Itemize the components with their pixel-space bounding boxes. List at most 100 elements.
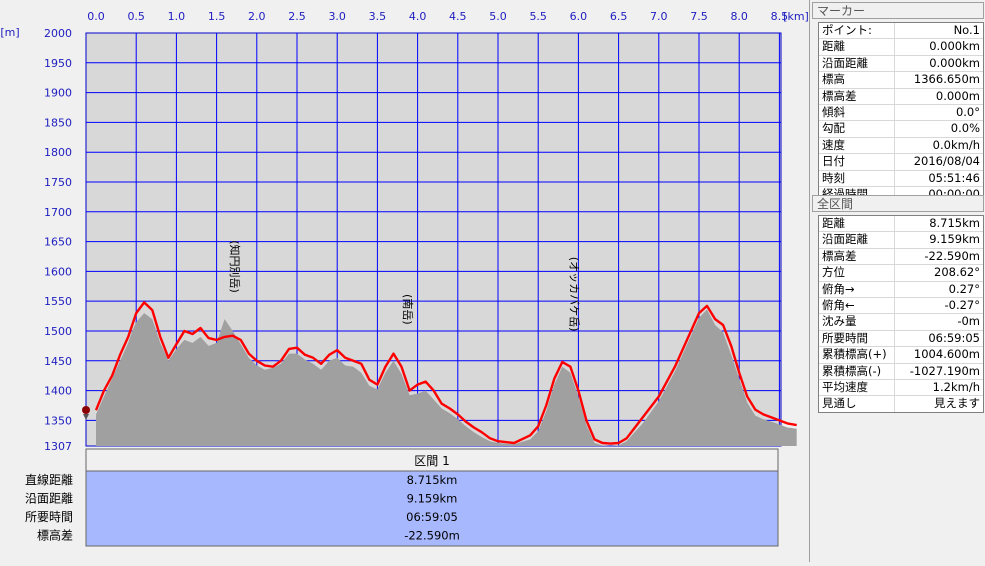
total-row-value: 208.62°	[934, 265, 980, 280]
total-row: 所要時間 06:59:05	[819, 330, 983, 348]
x-unit-label: [km]	[783, 10, 808, 23]
total-row: 平均速度 1.2km/h	[819, 379, 983, 397]
x-tick-label: 0.5	[127, 10, 145, 23]
total-row: 俯角→ 0.27°	[819, 281, 983, 298]
y-tick-label: 1450	[44, 355, 72, 368]
marker-row: 傾斜 0.0°	[819, 104, 983, 122]
x-tick-label: 8.0	[730, 10, 748, 23]
marker-row-label: 標高差	[819, 88, 895, 104]
marker-row-value: 0.0%	[950, 121, 980, 136]
x-tick-label: 4.0	[409, 10, 427, 23]
marker-row-value: 0.000km	[929, 55, 980, 70]
segment-row-value: 8.715km	[407, 473, 458, 487]
x-tick-label: 7.0	[650, 10, 668, 23]
y-tick-label: 1650	[44, 236, 72, 249]
x-tick-label: 6.5	[610, 10, 628, 23]
total-row: 方位 208.62°	[819, 265, 983, 282]
marker-row: 勾配 0.0%	[819, 121, 983, 138]
total-row-value: 0.27°	[948, 281, 980, 296]
y-tick-label: 1700	[44, 206, 72, 219]
marker-row-label: 勾配	[819, 121, 895, 137]
x-tick-label: 5.5	[529, 10, 547, 23]
x-tick-label: 2.0	[248, 10, 266, 23]
marker-info-table: ポイント: No.1 距離 0.000km 沿面距離 0.000km 標高 1366.650m…	[818, 22, 984, 204]
marker-row-label: 時刻	[819, 170, 895, 186]
x-tick-label: 1.0	[168, 10, 186, 23]
marker-section-header: マーカー	[812, 2, 984, 19]
y-tick-label: 1550	[44, 295, 72, 308]
y-tick-label: 1350	[44, 414, 72, 427]
total-row: 沿面距離 9.159km	[819, 232, 983, 249]
x-tick-label: 3.0	[328, 10, 346, 23]
total-row-label: 累積標高(+)	[819, 347, 895, 363]
total-row: 累積標高(+) 1004.600m	[819, 347, 983, 364]
segment-row-value: 9.159km	[407, 492, 458, 506]
total-row-value: 見えます	[934, 396, 980, 411]
total-row-value: 9.159km	[929, 232, 980, 247]
total-row-value: 8.715km	[929, 216, 980, 230]
marker-row: 標高差 0.000m	[819, 88, 983, 105]
y-tick-label: 1750	[44, 176, 72, 189]
x-tick-label: 2.5	[288, 10, 306, 23]
total-row-value: 1.2km/h	[932, 379, 980, 394]
total-row-label: 俯角←	[819, 297, 895, 314]
y-tick-label: 1500	[44, 325, 72, 338]
marker-row-value: 0.0km/h	[932, 137, 980, 152]
peak-annotation: (南岳)	[401, 294, 414, 325]
y-tick-label: 2000	[44, 27, 72, 40]
total-row-label: 方位	[819, 265, 895, 281]
y-tick-label: 1850	[44, 116, 72, 129]
marker-row-value: 0.0°	[955, 104, 980, 119]
marker-row: 時刻 05:51:46	[819, 170, 983, 187]
total-row: 見通し 見えます	[819, 396, 983, 412]
marker-row: ポイント: No.1	[819, 23, 983, 40]
total-row-label: 沿面距離	[819, 232, 895, 248]
y-tick-label: 1600	[44, 265, 72, 278]
marker-row-label: ポイント:	[819, 23, 895, 39]
total-row: 俯角← -0.27°	[819, 297, 983, 315]
marker-row-value: No.1	[953, 23, 980, 37]
segment-values-bg	[85, 470, 779, 547]
elevation-profile-chart[interactable]: 0.0 0.5 1.0 1.5 2.0 2.5 3.0 3.5 4.0 4.5 5.0 5.5 6.0 6…	[0, 0, 809, 562]
total-row-value: -22.590m	[924, 248, 980, 263]
total-row-label: 累積標高(-)	[819, 363, 895, 379]
x-tick-label: 3.5	[369, 10, 387, 23]
info-sidebar: マーカー ポイント: No.1 距離 0.000km 沿面距離 0.000km 標高 1366…	[809, 0, 985, 562]
marker-row-label: 沿面距離	[819, 55, 895, 72]
marker-row-value: 2016/08/04	[913, 154, 980, 169]
marker-row-label: 日付	[819, 154, 895, 170]
total-section-header: 全区間	[812, 195, 984, 212]
segment-row-label: 直線距離	[25, 472, 73, 487]
total-row-label: 見通し	[819, 396, 895, 412]
total-row-label: 平均速度	[819, 379, 895, 396]
segment-row-label: 所要時間	[25, 510, 73, 524]
y-unit-label: [m]	[0, 26, 19, 39]
elevation-chart-panel: 0.0 0.5 1.0 1.5 2.0 2.5 3.0 3.5 4.0 4.5 5.0 5.5 6.0 6…	[0, 0, 809, 562]
x-tick-label: 5.0	[489, 10, 507, 23]
marker-row: 日付 2016/08/04	[819, 154, 983, 171]
total-info-table: 距離 8.715km 沿面距離 9.159km 標高差 -22.590m 方位 208.62°…	[818, 215, 984, 413]
segment-header-label: 区間 1	[414, 454, 449, 468]
marker-row: 標高 1366.650m	[819, 72, 983, 89]
segment-row-label: 標高差	[37, 528, 73, 543]
total-row-value: 1004.600m	[913, 347, 980, 362]
total-row: 距離 8.715km	[819, 216, 983, 233]
y-tick-label: 1900	[44, 87, 72, 100]
total-row-label: 沈み量	[819, 314, 895, 330]
total-row-label: 俯角→	[819, 281, 895, 297]
marker-row-label: 標高	[819, 72, 895, 88]
start-marker[interactable]	[82, 406, 90, 420]
marker-row-value: 0.000m	[935, 88, 980, 103]
track-line	[94, 301, 797, 445]
x-tick-label: 1.5	[208, 10, 226, 23]
y-tick-label: 1400	[44, 385, 72, 398]
x-tick-label: 6.0	[570, 10, 588, 23]
marker-row: 速度 0.0km/h	[819, 137, 983, 155]
segment-row-value: -22.590m	[404, 529, 460, 543]
total-row: 標高差 -22.590m	[819, 248, 983, 266]
marker-row-label: 傾斜	[819, 104, 895, 121]
y-tick-label: 1800	[44, 146, 72, 159]
marker-row-value: 0.000km	[929, 39, 980, 54]
total-row: 沈み量 -0m	[819, 314, 983, 331]
x-tick-label: 7.5	[690, 10, 708, 23]
